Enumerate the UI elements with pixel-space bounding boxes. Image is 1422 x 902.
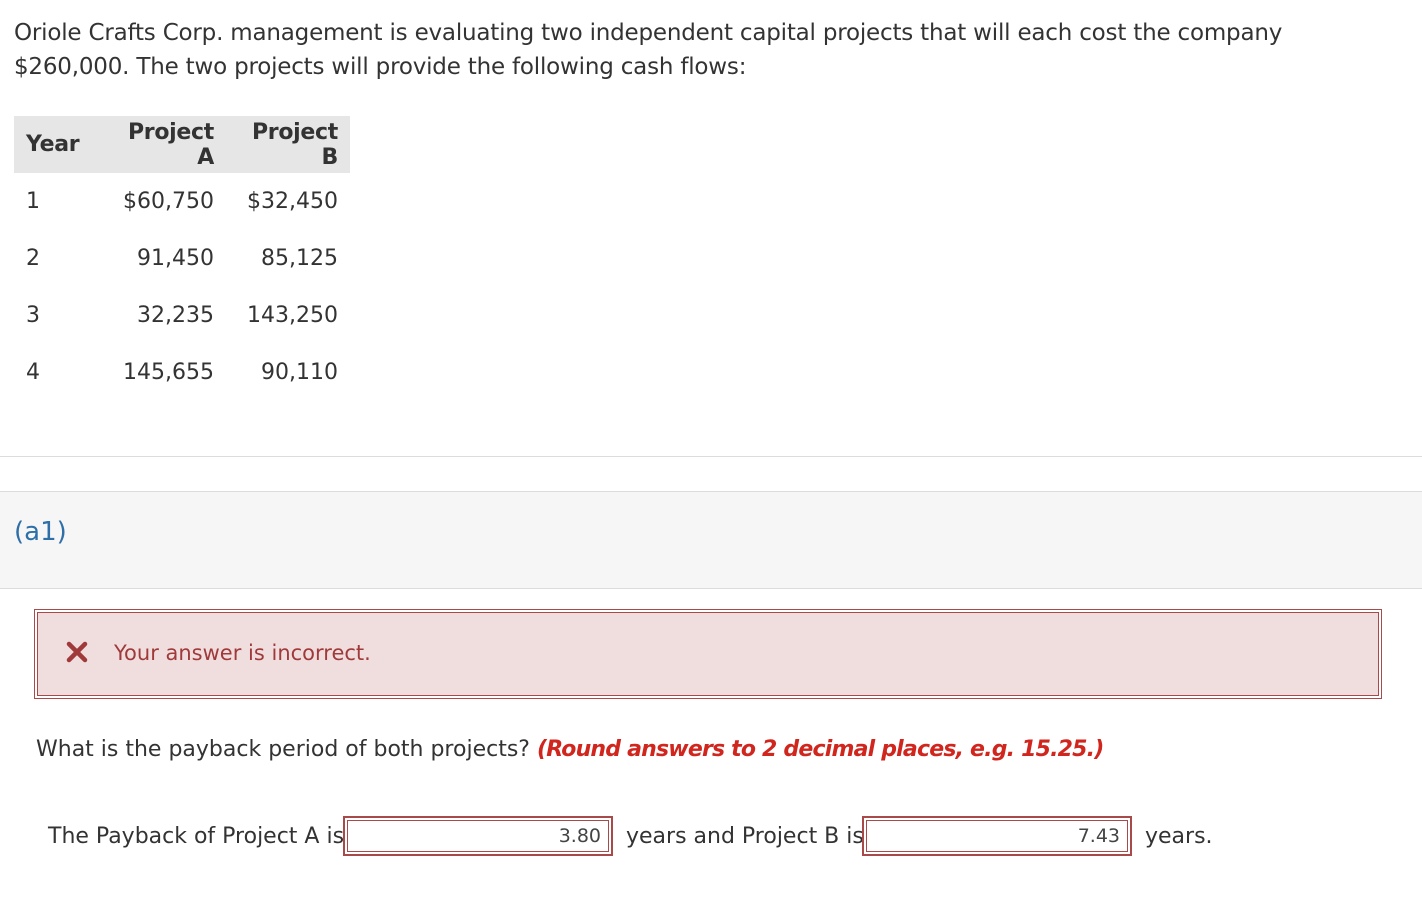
section-header: (a1) [0, 491, 1422, 589]
feedback-message: Your answer is incorrect. [114, 641, 371, 665]
year-cell: 4 [26, 360, 40, 385]
payback-a-input[interactable] [349, 822, 601, 850]
year-cell: 1 [26, 189, 40, 214]
table-row: 3 32,235 143,250 [14, 287, 350, 344]
table-row: 1 $60,750 $32,450 [14, 173, 350, 230]
rounding-hint: (Round answers to 2 decimal places, e.g.… [536, 737, 1104, 762]
project-a-cell: 32,235 [137, 303, 214, 328]
answer-suffix: years. [1145, 824, 1213, 849]
question-prompt: What is the payback period of both proje… [36, 737, 537, 762]
project-a-cell: 145,655 [123, 360, 214, 385]
answer-prefix-a: The Payback of Project A is [48, 824, 345, 849]
year-cell: 3 [26, 303, 40, 328]
project-b-cell: 143,250 [247, 303, 338, 328]
table-header-row: Year Project A Project B [14, 116, 350, 173]
project-b-cell: $32,450 [247, 189, 338, 214]
year-cell: 2 [26, 246, 40, 271]
question-text: What is the payback period of both proje… [36, 737, 1104, 762]
incorrect-answer-alert: Your answer is incorrect. [34, 609, 1382, 699]
payback-a-input-box[interactable] [343, 816, 613, 856]
divider [0, 456, 1422, 457]
answer-row: The Payback of Project A is years and Pr… [0, 812, 1422, 868]
project-a-cell: $60,750 [123, 189, 214, 214]
header-project-b: Project B [226, 116, 350, 173]
project-b-cell: 85,125 [261, 246, 338, 271]
answer-middle-text: years and Project B is [626, 824, 864, 849]
project-a-cell: 91,450 [137, 246, 214, 271]
problem-statement: Oriole Crafts Corp. management is evalua… [14, 20, 1283, 80]
cash-flow-table: Year Project A Project B 1 $60,750 $32,4… [14, 116, 350, 401]
header-project-a: Project A [102, 116, 226, 173]
table-row: 4 145,655 90,110 [14, 344, 350, 401]
payback-b-input-box[interactable] [862, 816, 1132, 856]
payback-b-input[interactable] [868, 822, 1120, 850]
table-row: 2 91,450 85,125 [14, 230, 350, 287]
close-icon [64, 639, 90, 665]
project-b-cell: 90,110 [261, 360, 338, 385]
section-label: (a1) [14, 517, 67, 547]
header-year: Year [14, 116, 102, 173]
